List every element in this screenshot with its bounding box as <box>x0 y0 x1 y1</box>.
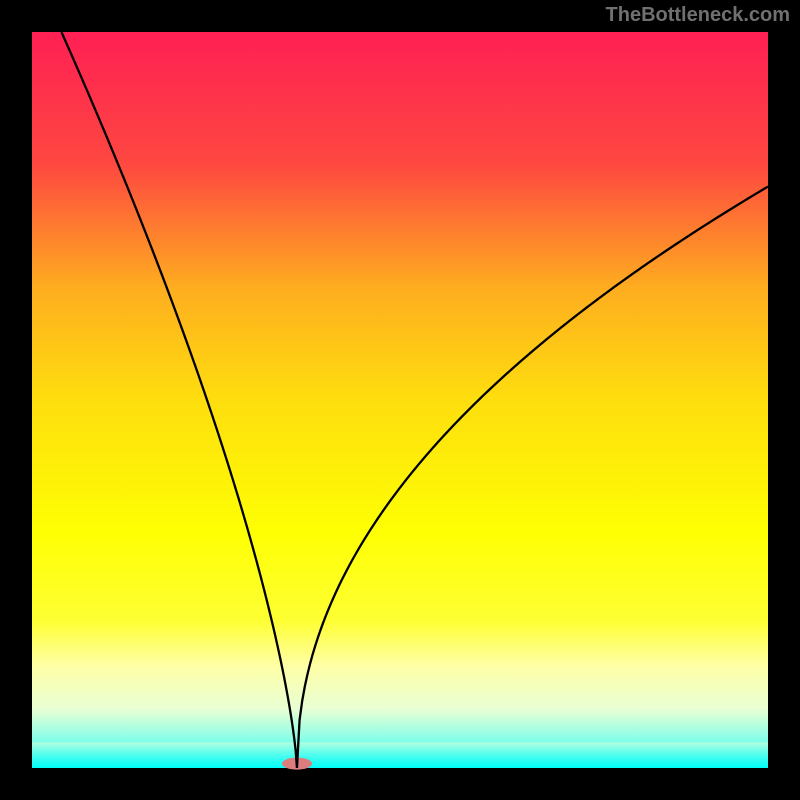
green-baseline-band <box>32 742 768 768</box>
chart-container: TheBottleneck.com <box>0 0 800 800</box>
chart-svg <box>0 0 800 800</box>
watermark-text: TheBottleneck.com <box>606 4 790 27</box>
plot-background <box>32 32 768 768</box>
